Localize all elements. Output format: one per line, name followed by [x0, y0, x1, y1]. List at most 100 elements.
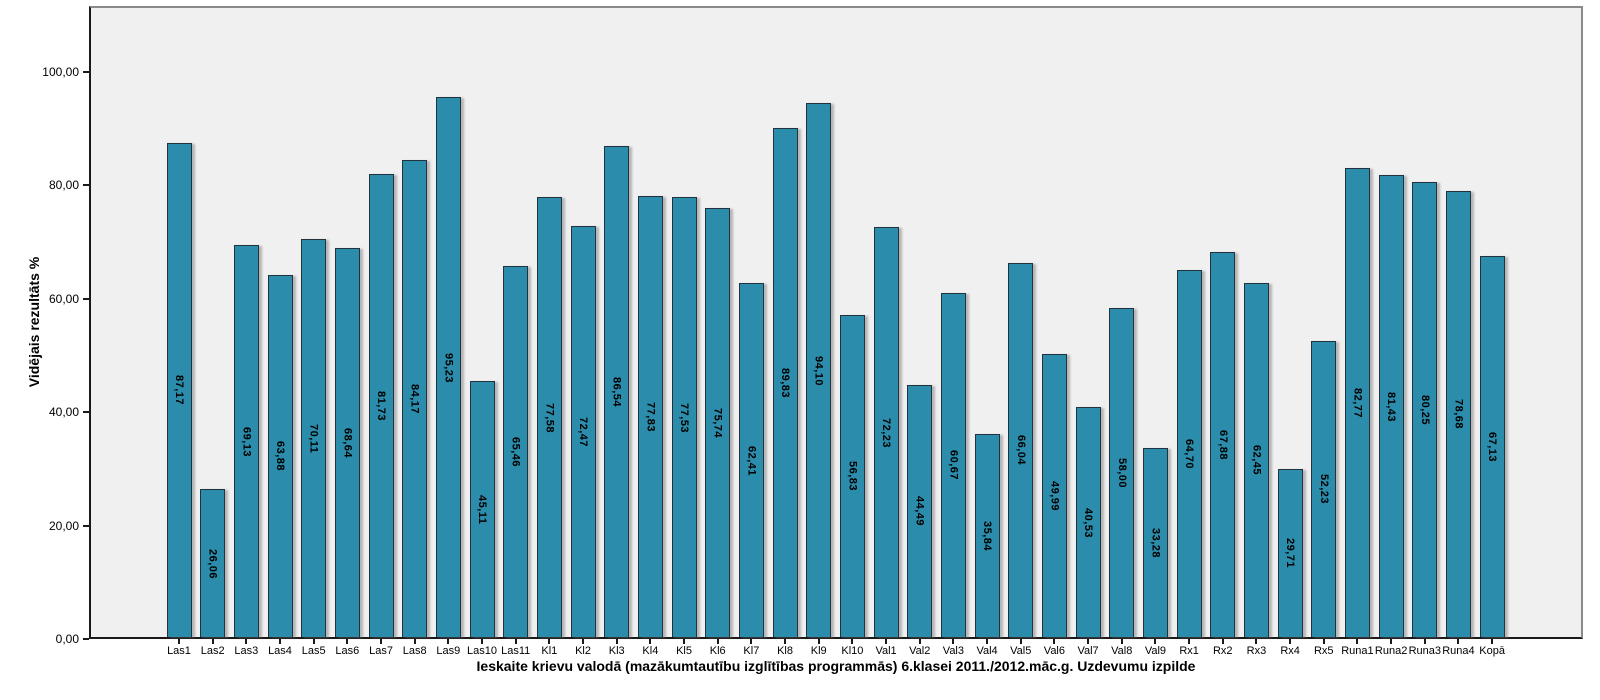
y-tick-label: 40,00 — [48, 405, 79, 420]
x-tick-label-Las11: Las11 — [501, 645, 531, 657]
x-tick-mark — [683, 639, 686, 644]
x-tick-mark — [245, 639, 248, 644]
x-tick-mark — [514, 639, 517, 644]
x-tick-mark — [1491, 639, 1494, 644]
x-tick-label-Kl3: Kl3 — [608, 645, 625, 657]
x-tick-label-Kl9: Kl9 — [810, 645, 827, 657]
bar-Val6: 49,99 — [1041, 353, 1067, 637]
bar-value-label: 49,99 — [1048, 480, 1061, 511]
x-tick-mark — [413, 639, 416, 644]
bar-Kl10: 56,83 — [839, 314, 865, 637]
bar-value-label: 89,83 — [779, 367, 792, 398]
x-tick-mark — [1221, 639, 1224, 644]
x-tick-label-Val9: Val9 — [1144, 645, 1167, 657]
x-tick-mark — [952, 639, 955, 644]
x-tick-mark — [1154, 639, 1157, 644]
x-tick-label-Las8: Las8 — [402, 645, 427, 657]
x-tick-mark — [817, 639, 820, 644]
x-tick-label-Kl6: Kl6 — [709, 645, 726, 657]
x-tick-label-Las3: Las3 — [234, 645, 259, 657]
bar-value-label: 80,25 — [1418, 394, 1431, 425]
bar-Kopā: 67,13 — [1479, 256, 1505, 637]
bar-Val9: 33,28 — [1142, 448, 1168, 637]
x-tick-label-Kl4: Kl4 — [642, 645, 659, 657]
y-tick-mark — [83, 71, 89, 73]
bar-Las3: 69,13 — [233, 245, 259, 637]
bar-value-label: 86,54 — [610, 377, 623, 408]
bar-Val2: 44,49 — [907, 384, 933, 637]
x-tick-label-Las9: Las9 — [436, 645, 461, 657]
x-tick-label-Runa1: Runa1 — [1341, 645, 1374, 657]
x-tick-mark — [918, 639, 921, 644]
x-tick-label-Kopā: Kopā — [1479, 645, 1505, 657]
bar-Las8: 84,17 — [402, 159, 428, 637]
x-tick-label-Val8: Val8 — [1111, 645, 1133, 657]
bar-Val4: 35,84 — [974, 433, 1000, 637]
y-tick-label: 100,00 — [42, 65, 79, 79]
x-tick-label-Runa4: Runa4 — [1442, 645, 1475, 657]
bar-value-label: 77,58 — [543, 402, 556, 433]
bar-Kl6: 75,74 — [705, 207, 731, 637]
bar-value-label: 52,23 — [1317, 474, 1330, 505]
x-tick-mark — [851, 639, 854, 644]
x-tick-mark — [178, 639, 180, 644]
bar-Las11: 65,46 — [503, 265, 529, 637]
x-tick-mark — [716, 639, 719, 644]
x-tick-mark — [380, 639, 383, 644]
bar-value-label: 58,00 — [1115, 458, 1128, 489]
bar-value-label: 29,71 — [1284, 538, 1297, 569]
x-tick-mark — [312, 639, 315, 644]
bar-Kl9: 94,10 — [806, 103, 832, 637]
x-tick-label-Las2: Las2 — [200, 645, 225, 657]
bar-Runa3: 80,25 — [1412, 181, 1438, 637]
y-tick-mark — [83, 411, 89, 414]
x-tick-mark — [481, 639, 484, 644]
bar-Las1: 87,17 — [166, 142, 192, 637]
x-tick-label-Las1: Las1 — [167, 645, 191, 657]
bar-value-label: 77,53 — [678, 402, 691, 433]
bar-value-label: 63,88 — [274, 441, 286, 472]
bar-Rx2: 67,88 — [1210, 252, 1236, 637]
y-tick-mark — [83, 297, 89, 300]
bar-Las7: 81,73 — [368, 173, 394, 637]
bar-Kl8: 89,83 — [772, 127, 798, 637]
bar-value-label: 65,46 — [509, 436, 522, 467]
x-tick-label-Val4: Val4 — [976, 645, 998, 657]
x-axis-title: Ieskaite krievu valodā (mazākumtautību i… — [476, 658, 1196, 674]
x-tick-label-Las7: Las7 — [369, 645, 393, 657]
bar-value-label: 81,43 — [1385, 391, 1398, 422]
x-tick-mark — [1019, 639, 1022, 644]
x-tick-label-Las6: Las6 — [335, 645, 360, 657]
x-tick-mark — [615, 639, 618, 644]
bar-Val1: 72,23 — [873, 227, 899, 637]
x-tick-label-Val1: Val1 — [875, 645, 897, 657]
x-tick-mark — [1120, 639, 1123, 644]
bar-Las9: 95,23 — [435, 97, 461, 637]
bar-Las10: 45,11 — [469, 381, 495, 637]
bar-value-label: 77,83 — [644, 401, 657, 432]
x-tick-label-Val3: Val3 — [942, 645, 964, 657]
y-tick-mark — [83, 524, 89, 527]
bar-Val7: 40,53 — [1075, 407, 1101, 637]
bar-value-label: 75,74 — [711, 407, 724, 438]
x-tick-label-Kl7: Kl7 — [743, 645, 760, 657]
bar-Val8: 58,00 — [1109, 308, 1135, 637]
x-tick-label-Val5: Val5 — [1010, 645, 1032, 657]
x-tick-label-Kl8: Kl8 — [777, 645, 793, 657]
bar-value-label: 72,23 — [880, 417, 893, 448]
x-tick-label-Rx4: Rx4 — [1280, 645, 1300, 657]
x-tick-mark — [1053, 639, 1056, 644]
bar-value-label: 56,83 — [846, 461, 859, 492]
x-tick-label-Las10: Las10 — [467, 645, 497, 657]
x-tick-label-Kl10: Kl10 — [841, 645, 864, 657]
bar-Las4: 63,88 — [267, 274, 293, 637]
bar-Kl4: 77,83 — [637, 195, 663, 637]
bar-value-label: 67,13 — [1486, 432, 1499, 463]
bar-value-label: 62,41 — [745, 445, 758, 476]
bar-value-label: 78,68 — [1452, 399, 1465, 430]
x-tick-mark — [750, 639, 753, 644]
bar-value-label: 40,53 — [1082, 507, 1095, 538]
bar-Kl2: 72,47 — [570, 226, 596, 637]
bar-Rx1: 64,70 — [1176, 270, 1202, 637]
